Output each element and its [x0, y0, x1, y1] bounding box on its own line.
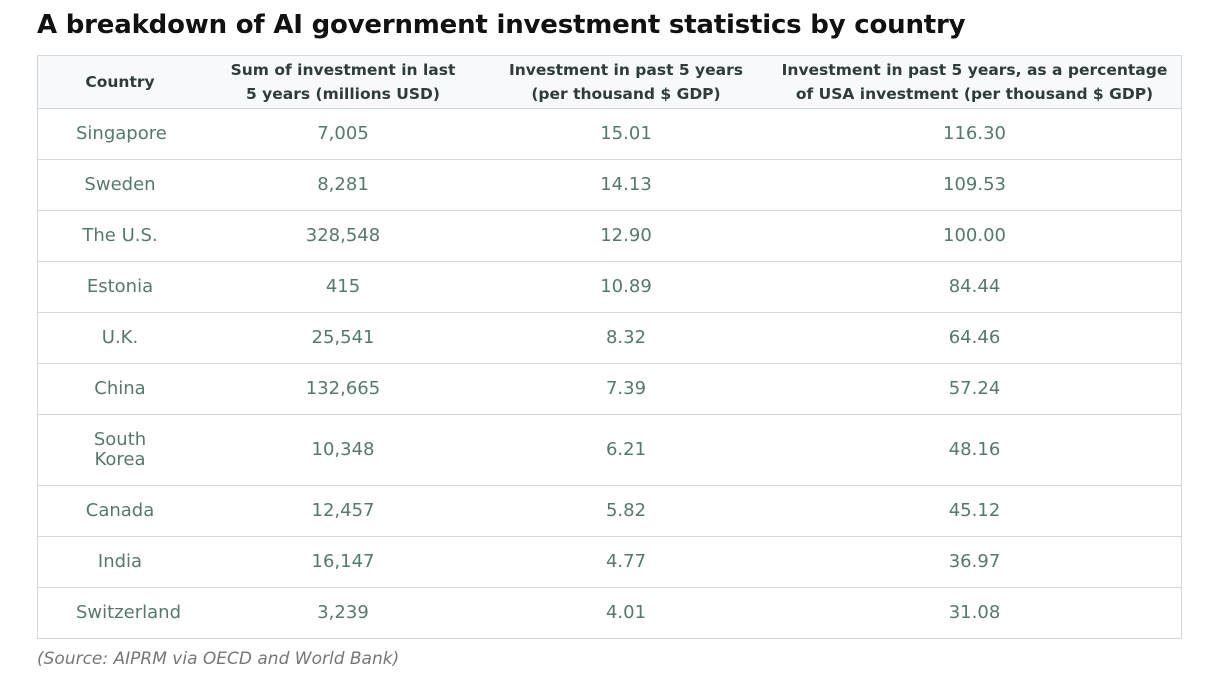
cell-percentage-of-usa: 48.16 — [768, 414, 1181, 486]
cell-investment-per-gdp: 8.32 — [484, 312, 768, 364]
column-header-per-gdp-line1: Investment in past 5 years — [508, 61, 743, 79]
table-row: India 16,147 4.77 36.97 — [38, 536, 1181, 588]
column-header-pct-usa-line2: of USA investment (per thousand $ GDP) — [795, 85, 1154, 103]
investment-table: Country Sum of investment in last 5 year… — [38, 56, 1181, 638]
cell-sum-investment: 10,348 — [202, 414, 484, 486]
cell-country: Switzerland — [76, 602, 181, 623]
table-body: Singapore 7,005 15.01 116.30 Sweden 8,28… — [38, 108, 1181, 639]
cell-sum-investment: 3,239 — [317, 602, 369, 623]
cell-percentage-of-usa: 116.30 — [768, 108, 1181, 160]
cell-investment-per-gdp: 15.01 — [484, 108, 768, 160]
column-header-investment-per-gdp: Investment in past 5 years (per thousand… — [484, 56, 768, 109]
cell-country: The U.S. — [38, 210, 202, 262]
cell-investment-per-gdp: 7.39 — [484, 363, 768, 415]
cell-country: U.K. — [38, 312, 202, 364]
cell-investment-per-gdp: 12.90 — [484, 210, 768, 262]
investment-table-container: Country Sum of investment in last 5 year… — [37, 55, 1182, 639]
cell-country: Singapore — [38, 108, 202, 160]
cell-country: Estonia — [38, 261, 202, 313]
column-header-sum-line2: 5 years (millions USD) — [245, 85, 440, 103]
column-header-country-label: Country — [85, 73, 155, 91]
source-note: (Source: AIPRM via OECD and World Bank) — [37, 649, 400, 669]
cell-investment-per-gdp: 6.21 — [484, 414, 768, 486]
cell-sum-investment: 8,281 — [202, 159, 484, 211]
table-row: Singapore 7,005 15.01 116.30 — [38, 108, 1181, 160]
cell-sum-investment: 25,541 — [202, 312, 484, 364]
column-header-pct-usa-line1: Investment in past 5 years, as a percent… — [781, 61, 1168, 79]
cell-sum-investment: 7,005 — [202, 108, 484, 160]
cell-investment-per-gdp: 5.82 — [484, 485, 768, 537]
cell-sum-investment: 16,147 — [202, 536, 484, 588]
cell-sum-investment: 12,457 — [202, 485, 484, 537]
cell-percentage-of-usa: 84.44 — [768, 261, 1181, 313]
cell-percentage-of-usa: 45.12 — [768, 485, 1181, 537]
cell-investment-per-gdp: 4.01 — [605, 602, 647, 623]
cell-investment-per-gdp: 4.77 — [484, 536, 768, 588]
header-row: Country Sum of investment in last 5 year… — [38, 56, 1181, 109]
column-header-country: Country — [38, 56, 202, 109]
column-header-percentage-of-usa: Investment in past 5 years, as a percent… — [768, 56, 1181, 109]
table-row: The U.S. 328,548 12.90 100.00 — [38, 210, 1181, 262]
cell-sum-investment: 328,548 — [202, 210, 484, 262]
cell-country: South Korea — [38, 414, 202, 486]
cell-country: Sweden — [38, 159, 202, 211]
table-row: Sweden 8,281 14.13 109.53 — [38, 159, 1181, 211]
table-row: Switzerland 3,239 4.01 31.08 — [38, 588, 1181, 639]
table-row: Estonia 415 10.89 84.44 — [38, 261, 1181, 313]
cell-percentage-of-usa: 100.00 — [768, 210, 1181, 262]
cell-percentage-of-usa: 57.24 — [768, 363, 1181, 415]
cell-country: India — [38, 536, 202, 588]
cell-sum-investment: 415 — [202, 261, 484, 313]
table-row: China 132,665 7.39 57.24 — [38, 363, 1181, 415]
table-row: Canada 12,457 5.82 45.12 — [38, 485, 1181, 537]
column-header-per-gdp-line2: (per thousand $ GDP) — [531, 85, 721, 103]
column-header-sum-investment: Sum of investment in last 5 years (milli… — [202, 56, 484, 109]
page-title: A breakdown of AI government investment … — [37, 10, 966, 40]
table-row: U.K. 25,541 8.32 64.46 — [38, 312, 1181, 364]
cell-percentage-of-usa: 31.08 — [948, 602, 1001, 623]
cell-percentage-of-usa: 64.46 — [768, 312, 1181, 364]
table-header: Country Sum of investment in last 5 year… — [38, 56, 1181, 109]
cell-sum-investment: 132,665 — [202, 363, 484, 415]
cell-country: China — [38, 363, 202, 415]
cell-percentage-of-usa: 36.97 — [768, 536, 1181, 588]
cell-country: Canada — [38, 485, 202, 537]
cell-investment-per-gdp: 14.13 — [484, 159, 768, 211]
column-header-sum-line1: Sum of investment in last — [230, 61, 456, 79]
table-row: South Korea 10,348 6.21 48.16 — [38, 414, 1181, 486]
cell-investment-per-gdp: 10.89 — [484, 261, 768, 313]
cell-percentage-of-usa: 109.53 — [768, 159, 1181, 211]
